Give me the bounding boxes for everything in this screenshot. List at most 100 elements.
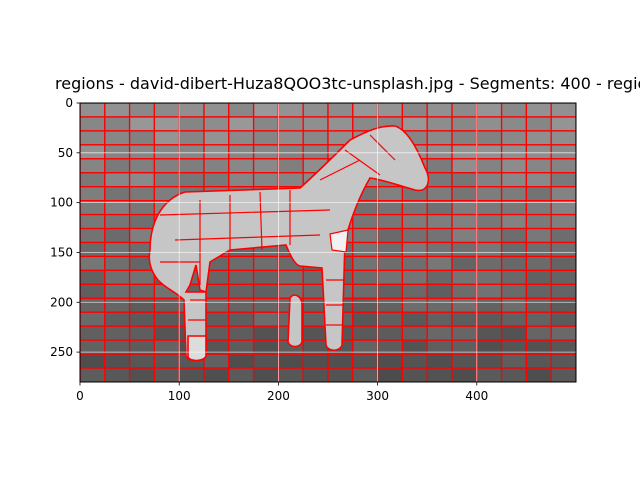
- superpixel-cell: [327, 367, 354, 382]
- superpixel-cell: [401, 103, 428, 118]
- superpixel-cell: [476, 297, 503, 313]
- superpixel-cell: [476, 144, 503, 160]
- superpixel-cell: [500, 158, 528, 174]
- superpixel-cell: [500, 353, 528, 369]
- superpixel-cell: [352, 241, 379, 258]
- subject-silhouette: [148, 125, 430, 362]
- superpixel-cell: [104, 186, 131, 202]
- superpixel-cell: [302, 144, 329, 160]
- superpixel-cell: [500, 144, 528, 160]
- superpixel-cell: [228, 325, 255, 341]
- superpixel-cell: [525, 158, 552, 174]
- superpixel-cell: [451, 367, 478, 382]
- superpixel-cell: [128, 116, 156, 132]
- superpixel-cell: [550, 172, 576, 188]
- superpixel-cell: [550, 297, 576, 313]
- superpixel-cell: [550, 213, 576, 230]
- superpixel-cell: [426, 227, 453, 244]
- horse-body: [148, 125, 430, 362]
- superpixel-cell: [426, 297, 453, 313]
- superpixel-cell: [352, 227, 379, 244]
- x-tick-label: 0: [76, 389, 84, 403]
- superpixel-cell: [376, 283, 404, 299]
- superpixel-cell: [525, 311, 552, 327]
- y-tick-label: 150: [50, 245, 73, 259]
- superpixel-cell: [128, 186, 156, 202]
- superpixel-cell: [500, 227, 528, 244]
- superpixel-cell: [128, 158, 156, 174]
- superpixel-cell: [178, 172, 205, 188]
- superpixel-cell: [376, 325, 404, 341]
- superpixel-cell: [228, 116, 255, 132]
- superpixel-cell: [426, 172, 453, 188]
- superpixel-cell: [500, 116, 528, 132]
- superpixel-cell: [352, 103, 379, 118]
- superpixel-cell: [80, 213, 106, 230]
- superpixel-cell: [525, 283, 552, 299]
- superpixel-cell: [302, 353, 329, 369]
- superpixel-cell: [203, 311, 230, 327]
- superpixel-cell: [525, 186, 552, 202]
- superpixel-cell: [277, 172, 304, 188]
- y-tick-label: 200: [50, 295, 73, 309]
- superpixel-cell: [550, 353, 576, 369]
- superpixel-cell: [451, 283, 478, 299]
- chart-title: regions - david-dibert-Huza8QOO3tc-unspl…: [0, 74, 640, 98]
- superpixel-cell: [153, 353, 180, 369]
- superpixel-cell: [376, 241, 404, 258]
- superpixel-cell: [302, 116, 329, 132]
- superpixel-cell: [153, 144, 180, 160]
- superpixel-cell: [104, 158, 131, 174]
- superpixel-cell: [500, 311, 528, 327]
- superpixel-cell: [203, 103, 230, 118]
- superpixel-cell: [451, 311, 478, 327]
- superpixel-cell: [352, 297, 379, 313]
- superpixel-cell: [426, 367, 453, 382]
- superpixel-cell: [426, 311, 453, 327]
- superpixel-cell: [80, 103, 106, 118]
- subject-segment-boundary: [259, 191, 263, 251]
- superpixel-cell: [476, 353, 503, 369]
- superpixel-cell: [451, 103, 478, 118]
- superpixel-cell: [451, 227, 478, 244]
- x-axis: 0 100 200 300 400: [76, 382, 488, 403]
- superpixel-cell: [80, 353, 106, 369]
- superpixel-cell: [203, 172, 230, 188]
- subject-segment-boundary: [319, 159, 361, 181]
- superpixel-cell: [104, 144, 131, 160]
- superpixel-cell: [80, 255, 106, 272]
- superpixel-cell: [476, 255, 503, 272]
- horse-highlight: [329, 229, 349, 253]
- superpixel-cell: [376, 297, 404, 313]
- superpixel-cell: [426, 213, 453, 230]
- superpixel-cell: [80, 241, 106, 258]
- superpixel-cell: [104, 130, 131, 146]
- superpixel-cell: [525, 116, 552, 132]
- superpixel-cell: [153, 116, 180, 132]
- superpixel-cell: [203, 283, 230, 299]
- superpixel-cell: [252, 255, 280, 272]
- superpixel-cell: [153, 325, 180, 341]
- superpixel-cell: [302, 103, 329, 118]
- superpixel-cell: [525, 172, 552, 188]
- superpixel-cell: [401, 116, 428, 132]
- superpixel-cell: [476, 269, 503, 285]
- subject-segment-boundary: [174, 234, 321, 241]
- superpixel-cell: [500, 103, 528, 118]
- superpixel-cell: [128, 172, 156, 188]
- superpixel-cell: [401, 241, 428, 258]
- superpixel-cell: [500, 186, 528, 202]
- superpixel-cell: [525, 241, 552, 258]
- y-tick-label: 50: [58, 146, 73, 160]
- superpixel-cell: [80, 144, 106, 160]
- superpixel-cell: [80, 325, 106, 341]
- superpixel-cell: [401, 213, 428, 230]
- superpixel-cell: [451, 255, 478, 272]
- superpixel-cell: [153, 103, 180, 118]
- axes-frame: [79, 102, 577, 383]
- superpixel-cell: [525, 130, 552, 146]
- superpixel-cell: [401, 227, 428, 244]
- superpixel-cell: [252, 353, 280, 369]
- superpixel-cell: [550, 130, 576, 146]
